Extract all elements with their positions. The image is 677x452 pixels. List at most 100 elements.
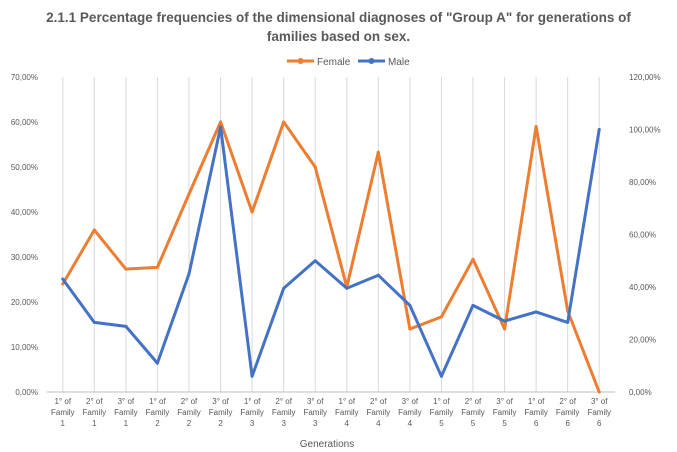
x-tick-label: Family [51, 408, 75, 417]
x-tick-label: Family [587, 408, 611, 417]
x-tick-label: 4 [408, 419, 413, 428]
female-data-point [439, 315, 443, 319]
male-data-point [408, 303, 412, 307]
x-tick-label: 1° of [339, 397, 356, 406]
female-data-point [376, 150, 380, 154]
male-data-point [282, 286, 286, 290]
female-data-point [503, 327, 507, 331]
female-data-point [282, 120, 286, 124]
x-tick-label: Family [335, 408, 359, 417]
left-y-tick-label: 40,00% [11, 208, 38, 217]
x-tick-label: 3 [250, 419, 255, 428]
x-tick-label: 2° of [275, 397, 292, 406]
x-tick-label: 6 [597, 419, 602, 428]
female-data-point [124, 267, 128, 271]
male-data-point [124, 324, 128, 328]
legend: Female Male [287, 57, 410, 68]
x-tick-label: 1° of [433, 397, 450, 406]
x-tick-label: Family [240, 408, 264, 417]
x-tick-label: Family [524, 408, 548, 417]
legend-female-label: Female [317, 57, 351, 68]
right-y-tick-label: 0,00% [629, 388, 652, 397]
female-data-point [219, 120, 223, 124]
x-tick-label: 2 [155, 419, 160, 428]
x-tick-label: 3 [313, 419, 318, 428]
x-tick-label: 1 [61, 419, 66, 428]
left-y-tick-label: 30,00% [11, 253, 38, 262]
x-tick-label: Family [556, 408, 580, 417]
x-tick-label: 2 [187, 419, 192, 428]
x-tick-label: Family [493, 408, 517, 417]
male-data-point [250, 374, 254, 378]
male-data-point [566, 320, 570, 324]
x-tick-label: 2° of [86, 397, 103, 406]
male-data-point [597, 128, 601, 131]
right-y-tick-label: 100,00% [629, 126, 661, 135]
female-data-point [408, 327, 412, 331]
female-data-point [61, 282, 65, 286]
female-data-point [155, 265, 159, 269]
x-tick-label: 4 [345, 419, 350, 428]
left-y-tick-label: 70,00% [11, 73, 38, 82]
female-data-point [187, 192, 191, 196]
x-tick-label: 3 [281, 419, 286, 428]
male-data-point [61, 277, 65, 281]
female-data-point [471, 257, 475, 261]
x-tick-label: Family [303, 408, 327, 417]
x-tick-label: Family [114, 408, 138, 417]
male-data-point [219, 125, 223, 129]
left-y-tick-label: 0,00% [15, 388, 38, 397]
x-tick-label: 3° of [212, 397, 229, 406]
right-y-tick-label: 20,00% [629, 336, 656, 345]
x-tick-label: Family [146, 408, 170, 417]
x-tick-label: 3° of [118, 397, 135, 406]
left-y-axis: 0,00% 10,00% 20,00% 30,00% 40,00% 50,00% 60,00… [11, 73, 38, 397]
right-y-axis: 0,00% 20,00% 40,00% 60,00% 80,00% 100,00% 120,… [629, 73, 661, 397]
x-tick-label: Family [272, 408, 296, 417]
x-tick-label: 1 [124, 419, 129, 428]
female-data-point [597, 390, 601, 394]
male-data-point [503, 319, 507, 323]
female-data-point [250, 210, 254, 214]
male-data-point [534, 310, 538, 314]
male-data-point [313, 259, 317, 263]
x-tick-label: 5 [471, 419, 476, 428]
left-y-tick-label: 60,00% [11, 118, 38, 127]
left-y-tick-label: 20,00% [11, 298, 38, 307]
x-tick-label: 1° of [244, 397, 261, 406]
x-tick-label: 3° of [402, 397, 419, 406]
right-y-tick-label: 40,00% [629, 283, 656, 292]
x-axis-title: Generations [300, 439, 354, 450]
legend-male-label: Male [388, 57, 410, 68]
x-tick-label: 2 [218, 419, 223, 428]
x-tick-label: Family [461, 408, 485, 417]
male-data-point [376, 273, 380, 277]
male-data-point [471, 303, 475, 307]
right-y-tick-label: 120,00% [629, 73, 661, 82]
male-data-point [92, 320, 96, 324]
x-tick-label: Family [83, 408, 107, 417]
x-tick-label: 2° of [181, 397, 198, 406]
female-data-point [92, 228, 96, 232]
right-y-tick-label: 60,00% [629, 231, 656, 240]
male-data-point [155, 361, 159, 365]
right-y-tick-label: 80,00% [629, 178, 656, 187]
x-tick-label: 6 [565, 419, 570, 428]
x-tick-label: 3° of [591, 397, 608, 406]
x-tick-label: Family [209, 408, 233, 417]
legend-male-marker [368, 58, 375, 64]
x-tick-label: 1° of [528, 397, 545, 406]
x-tick-label: 1 [92, 419, 97, 428]
x-tick-label: 5 [502, 419, 507, 428]
left-y-tick-label: 50,00% [11, 163, 38, 172]
x-tick-label: 6 [534, 419, 539, 428]
x-tick-label: 1° of [149, 397, 166, 406]
chart-title-line-2: families based on sex. [266, 29, 411, 44]
x-tick-label: 5 [439, 419, 444, 428]
male-data-point [439, 374, 443, 378]
x-tick-label: 3° of [496, 397, 513, 406]
female-series-line [61, 120, 601, 394]
left-y-tick-label: 10,00% [11, 343, 38, 352]
